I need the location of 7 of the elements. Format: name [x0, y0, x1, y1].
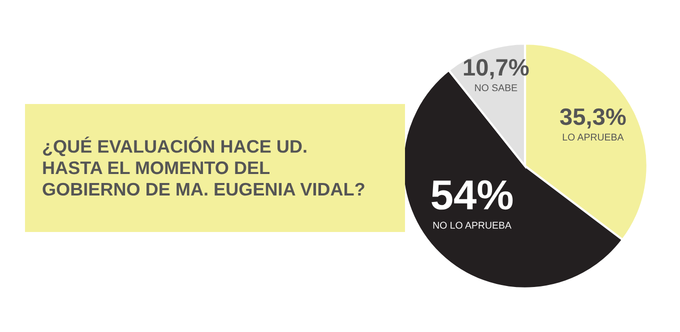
- slice-label: NO LO APRUEBA: [433, 222, 512, 229]
- data-label: 54%: [432, 180, 513, 210]
- slice-label: LO APRUEBA: [562, 134, 624, 141]
- data-label: 10,7%: [464, 58, 529, 80]
- slice-label: NO SABE: [475, 84, 518, 92]
- data-label: 35,3%: [560, 108, 626, 128]
- text: ¿QUÉ EVALUACIÓN HACE UD. HASTA EL MOMENTO DEL GOBIERNO DE MA. EUGENIA VIDAL?: [42, 136, 364, 196]
